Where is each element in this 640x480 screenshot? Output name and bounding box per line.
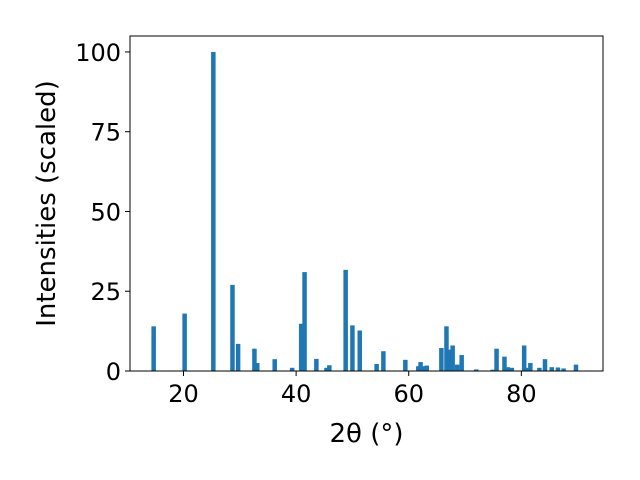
bar <box>450 345 455 371</box>
bar <box>474 369 479 371</box>
bar <box>490 369 495 371</box>
bar <box>302 272 307 371</box>
x-tick-label: 60 <box>393 380 424 408</box>
y-tick-label: 25 <box>90 278 121 306</box>
bar <box>327 365 332 371</box>
bar <box>439 348 444 371</box>
bar <box>151 326 156 371</box>
bar <box>494 348 499 371</box>
bar <box>314 358 319 371</box>
bar <box>505 367 511 371</box>
bar <box>343 269 348 371</box>
bar <box>374 363 379 371</box>
bar <box>418 362 423 371</box>
bar <box>230 284 235 371</box>
bar <box>573 364 579 371</box>
bar <box>549 367 555 371</box>
bar <box>350 325 355 371</box>
x-tick-label: 80 <box>506 380 537 408</box>
x-tick-label: 40 <box>281 380 312 408</box>
y-tick-label: 50 <box>90 198 121 226</box>
bar <box>555 367 561 371</box>
bar <box>528 363 533 371</box>
bar <box>424 365 429 371</box>
bar-series <box>151 51 579 371</box>
x-axis-label: 2θ (°) <box>329 419 403 449</box>
bar <box>298 323 304 371</box>
bar <box>444 326 449 371</box>
y-tick-label: 75 <box>90 119 121 147</box>
bar <box>324 367 329 371</box>
bar <box>459 355 464 371</box>
y-tick-label: 0 <box>106 358 121 386</box>
bar <box>182 313 187 371</box>
x-axis-ticks: 20 40 60 80 <box>168 371 537 408</box>
bar <box>502 356 507 371</box>
bar <box>447 349 453 371</box>
bar <box>381 351 386 371</box>
bar <box>542 359 548 371</box>
bar <box>521 345 527 371</box>
bar <box>235 343 241 371</box>
bar <box>252 348 257 371</box>
y-tick-label: 100 <box>75 39 121 67</box>
bar <box>454 364 460 371</box>
bar <box>255 363 260 371</box>
bar <box>509 367 515 371</box>
bar <box>403 359 408 371</box>
y-axis-ticks: 0 25 50 75 100 <box>75 39 130 386</box>
bar <box>561 368 566 371</box>
bar <box>289 367 295 371</box>
bar <box>525 367 530 371</box>
bar <box>272 359 277 371</box>
bar <box>211 51 216 371</box>
bar <box>357 330 362 371</box>
y-axis-label: Intensities (scaled) <box>32 80 62 327</box>
x-tick-label: 20 <box>168 380 199 408</box>
plot-frame <box>129 35 604 372</box>
bar <box>537 367 542 371</box>
